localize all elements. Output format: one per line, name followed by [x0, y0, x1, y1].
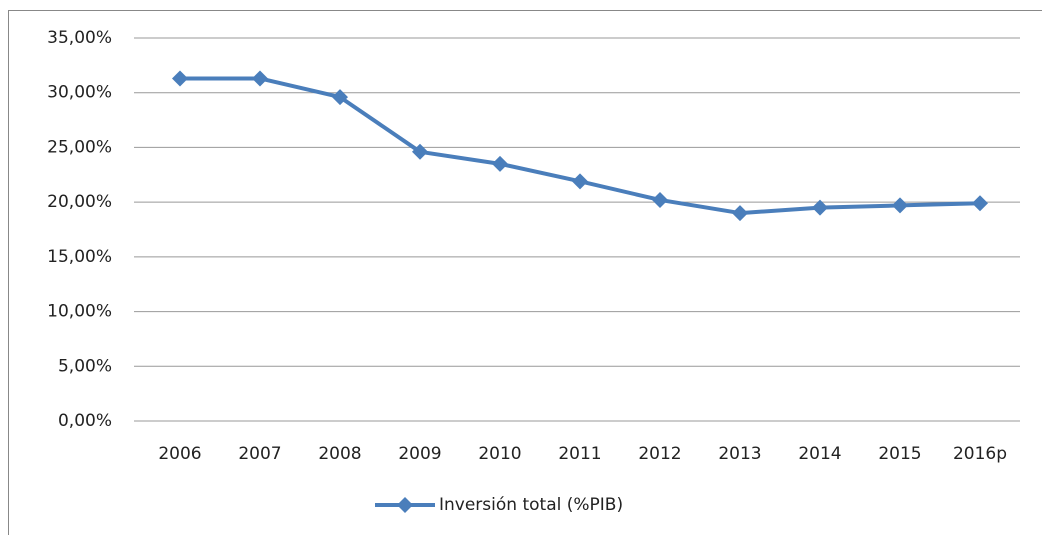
point: [732, 205, 748, 222]
y-tick-label: 5,00%: [58, 356, 112, 376]
point: [412, 143, 428, 160]
x-tick-label: 2006: [158, 444, 201, 464]
chart-frame: [8, 10, 1042, 535]
x-tick-label: 2010: [478, 444, 521, 464]
point: [332, 89, 348, 106]
x-tick-label: 2008: [318, 444, 361, 464]
point: [972, 195, 988, 212]
point: [892, 197, 908, 214]
series-line: [180, 76, 981, 216]
legend-label: Inversión total (%PIB): [439, 495, 623, 515]
y-tick-label: 20,00%: [47, 192, 112, 212]
x-tick-label: 2007: [238, 444, 281, 464]
point: [172, 70, 188, 87]
x-tick-label: 2013: [718, 444, 761, 464]
x-tick-label: 2011: [558, 444, 601, 464]
x-tick-label: 2012: [638, 444, 681, 464]
point: [492, 155, 508, 172]
x-tick-label: 2016p: [953, 444, 1007, 464]
x-tick-label: 2015: [878, 444, 921, 464]
y-tick-label: 0,00%: [58, 411, 112, 431]
x-tick-label: 2009: [398, 444, 441, 464]
y-tick-label: 10,00%: [47, 302, 112, 322]
point: [652, 191, 668, 208]
point: [572, 173, 588, 190]
y-tick-label: 30,00%: [47, 83, 112, 103]
y-tick-label: 35,00%: [47, 28, 112, 48]
point: [252, 70, 268, 87]
y-tick-label: 15,00%: [47, 247, 112, 267]
y-tick-label: 25,00%: [47, 137, 112, 157]
x-tick-label: 2014: [798, 444, 841, 464]
point: [812, 199, 828, 216]
legend-marker: [397, 497, 413, 513]
